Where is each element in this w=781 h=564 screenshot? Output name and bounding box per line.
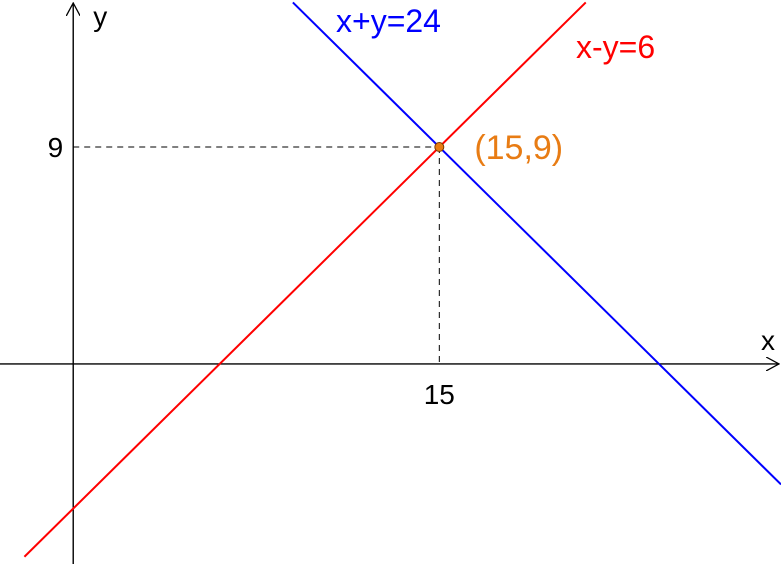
series-line-2 — [23, 1, 587, 558]
series-label-1: x+y=24 — [336, 3, 441, 39]
series-label-2: x-y=6 — [576, 29, 655, 65]
series-line-1 — [292, 1, 781, 486]
x-tick-label: 15 — [424, 379, 455, 410]
x-axis-label: x — [761, 325, 775, 356]
intersection-label: (15,9) — [474, 129, 563, 167]
y-tick-label: 9 — [48, 132, 64, 163]
y-axis-label: y — [93, 1, 107, 32]
intersection-point — [434, 142, 445, 153]
